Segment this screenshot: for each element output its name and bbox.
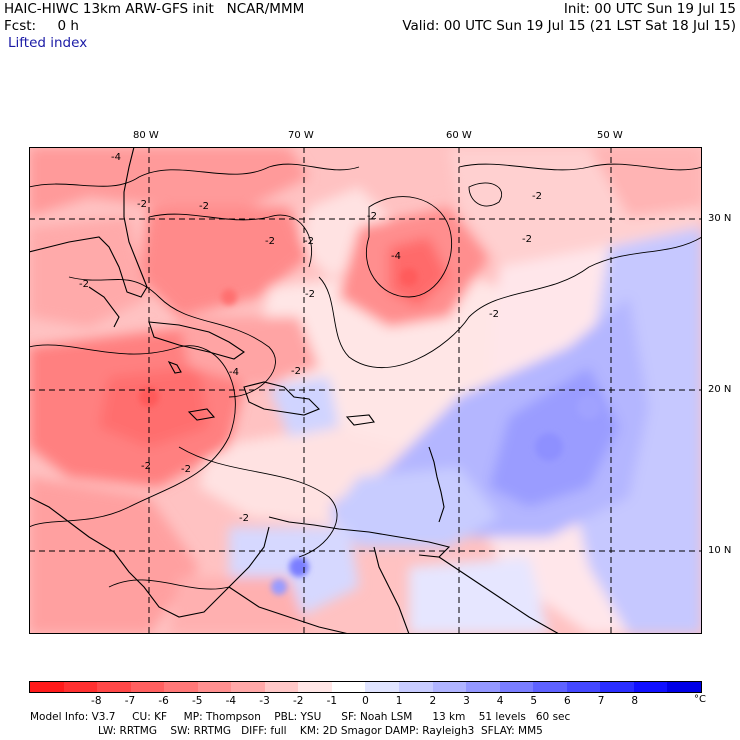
colorbar-segment <box>566 682 601 692</box>
init-time: Init: 00 UTC Sun 19 Jul 15 <box>563 1 736 17</box>
colorbar-tick-label: 1 <box>395 695 403 707</box>
field-shading <box>29 147 702 634</box>
contour-label: -4 <box>229 367 239 378</box>
contour-label: -2 <box>522 234 532 245</box>
colorbar-segment <box>264 682 299 692</box>
contour-label: -2 <box>141 461 151 472</box>
contour-label: -4 <box>111 152 121 163</box>
colorbar-segment <box>600 682 634 692</box>
field-name: Lifted index <box>8 35 88 51</box>
contour-label: -2 <box>199 201 209 212</box>
colorbar-segment <box>231 682 265 692</box>
valid-time: Valid: 00 UTC Sun 19 Jul 15 (21 LST Sat … <box>402 18 736 34</box>
contour-label: -2 <box>291 366 301 377</box>
lat-label-10n: 10 N <box>708 545 732 556</box>
contours <box>29 163 702 590</box>
contour-label: -2 <box>489 309 499 320</box>
contour-label: -2 <box>304 236 314 247</box>
lon-label-60w: 60 W <box>446 130 472 141</box>
contour-label: -2 <box>265 236 275 247</box>
contour-label: -4 <box>391 251 401 262</box>
map-frame <box>29 147 702 634</box>
colorbar-tick-label: 4 <box>496 695 504 707</box>
contour-label: -2 <box>137 199 147 210</box>
contour-label: -2 <box>305 289 315 300</box>
colorbar-tick-label: 3 <box>463 695 470 707</box>
colorbar-segment <box>533 682 567 692</box>
colorbar-tick-label: -2 <box>292 695 304 707</box>
contour-label: -2 <box>79 279 89 290</box>
model-info-line2: LW: RRTMG SW: RRTMG DIFF: full KM: 2D Sm… <box>98 725 543 737</box>
colorbar-tick-label: -6 <box>158 695 169 707</box>
colorbar-tick-label: -7 <box>124 695 136 707</box>
colorbar-segment <box>331 682 366 692</box>
run-title: HAIC-HIWC 13km ARW-GFS init NCAR/MMM <box>4 1 305 17</box>
model-info-line1: Model Info: V3.7 CU: KF MP: Thompson PBL… <box>30 711 571 723</box>
colorbar-segment <box>298 682 332 692</box>
colorbar-segment <box>667 682 701 692</box>
colorbar-tick-label: 7 <box>597 695 605 707</box>
colorbar-tick-label: 0 <box>362 695 369 707</box>
colorbar-tick-label: -1 <box>326 695 338 707</box>
lon-label-70w: 70 W <box>288 130 314 141</box>
lon-label-80w: 80 W <box>133 130 159 141</box>
colorbar <box>29 681 702 693</box>
lon-label-50w: 50 W <box>597 130 623 141</box>
map-canvas: -4 -2 -2 -2 -2 -2 -2 -2 -2 -4 -2 -2 -2 -… <box>29 147 702 634</box>
lat-label-30n: 30 N <box>708 213 732 224</box>
colorbar-segment <box>399 682 433 692</box>
colorbar-segment <box>164 682 198 692</box>
colorbar-tick-label: 8 <box>631 695 639 707</box>
lifted-index-map: -4 -2 -2 -2 -2 -2 -2 -2 -2 -4 -2 -2 -2 -… <box>29 147 702 634</box>
forecast-hour: Fcst: 0 h <box>4 18 79 34</box>
colorbar-segment <box>466 682 500 692</box>
colorbar-segment <box>432 682 467 692</box>
contour-label: -2 <box>181 464 191 475</box>
colorbar-tick-label: -8 <box>91 695 102 707</box>
colorbar-unit: °C <box>694 694 706 705</box>
contour-label: -2 <box>532 191 542 202</box>
colorbar-segment <box>499 682 534 692</box>
colorbar-segment <box>633 682 668 692</box>
colorbar-segment <box>197 682 232 692</box>
coastlines <box>29 147 560 634</box>
colorbar-tick-label: 6 <box>564 695 571 707</box>
lat-label-20n: 20 N <box>708 384 732 395</box>
contour-label-layer: -4 -2 -2 -2 -2 -2 -2 -2 -2 -4 -2 -2 -2 -… <box>79 152 542 524</box>
contour-label: -2 <box>239 513 249 524</box>
colorbar-segment <box>365 682 400 692</box>
colorbar-tick-label: 5 <box>530 695 538 707</box>
colorbar-segment <box>97 682 131 692</box>
colorbar-segment <box>30 682 64 692</box>
colorbar-tick-label: -5 <box>192 695 203 707</box>
colorbar-tick-label: 2 <box>429 695 437 707</box>
graticule <box>29 147 702 634</box>
contour-label: -2 <box>367 211 377 222</box>
colorbar-segment <box>63 682 98 692</box>
colorbar-tick-label: -3 <box>259 695 270 707</box>
colorbar-segment <box>130 682 165 692</box>
colorbar-tick-label: -4 <box>225 695 237 707</box>
